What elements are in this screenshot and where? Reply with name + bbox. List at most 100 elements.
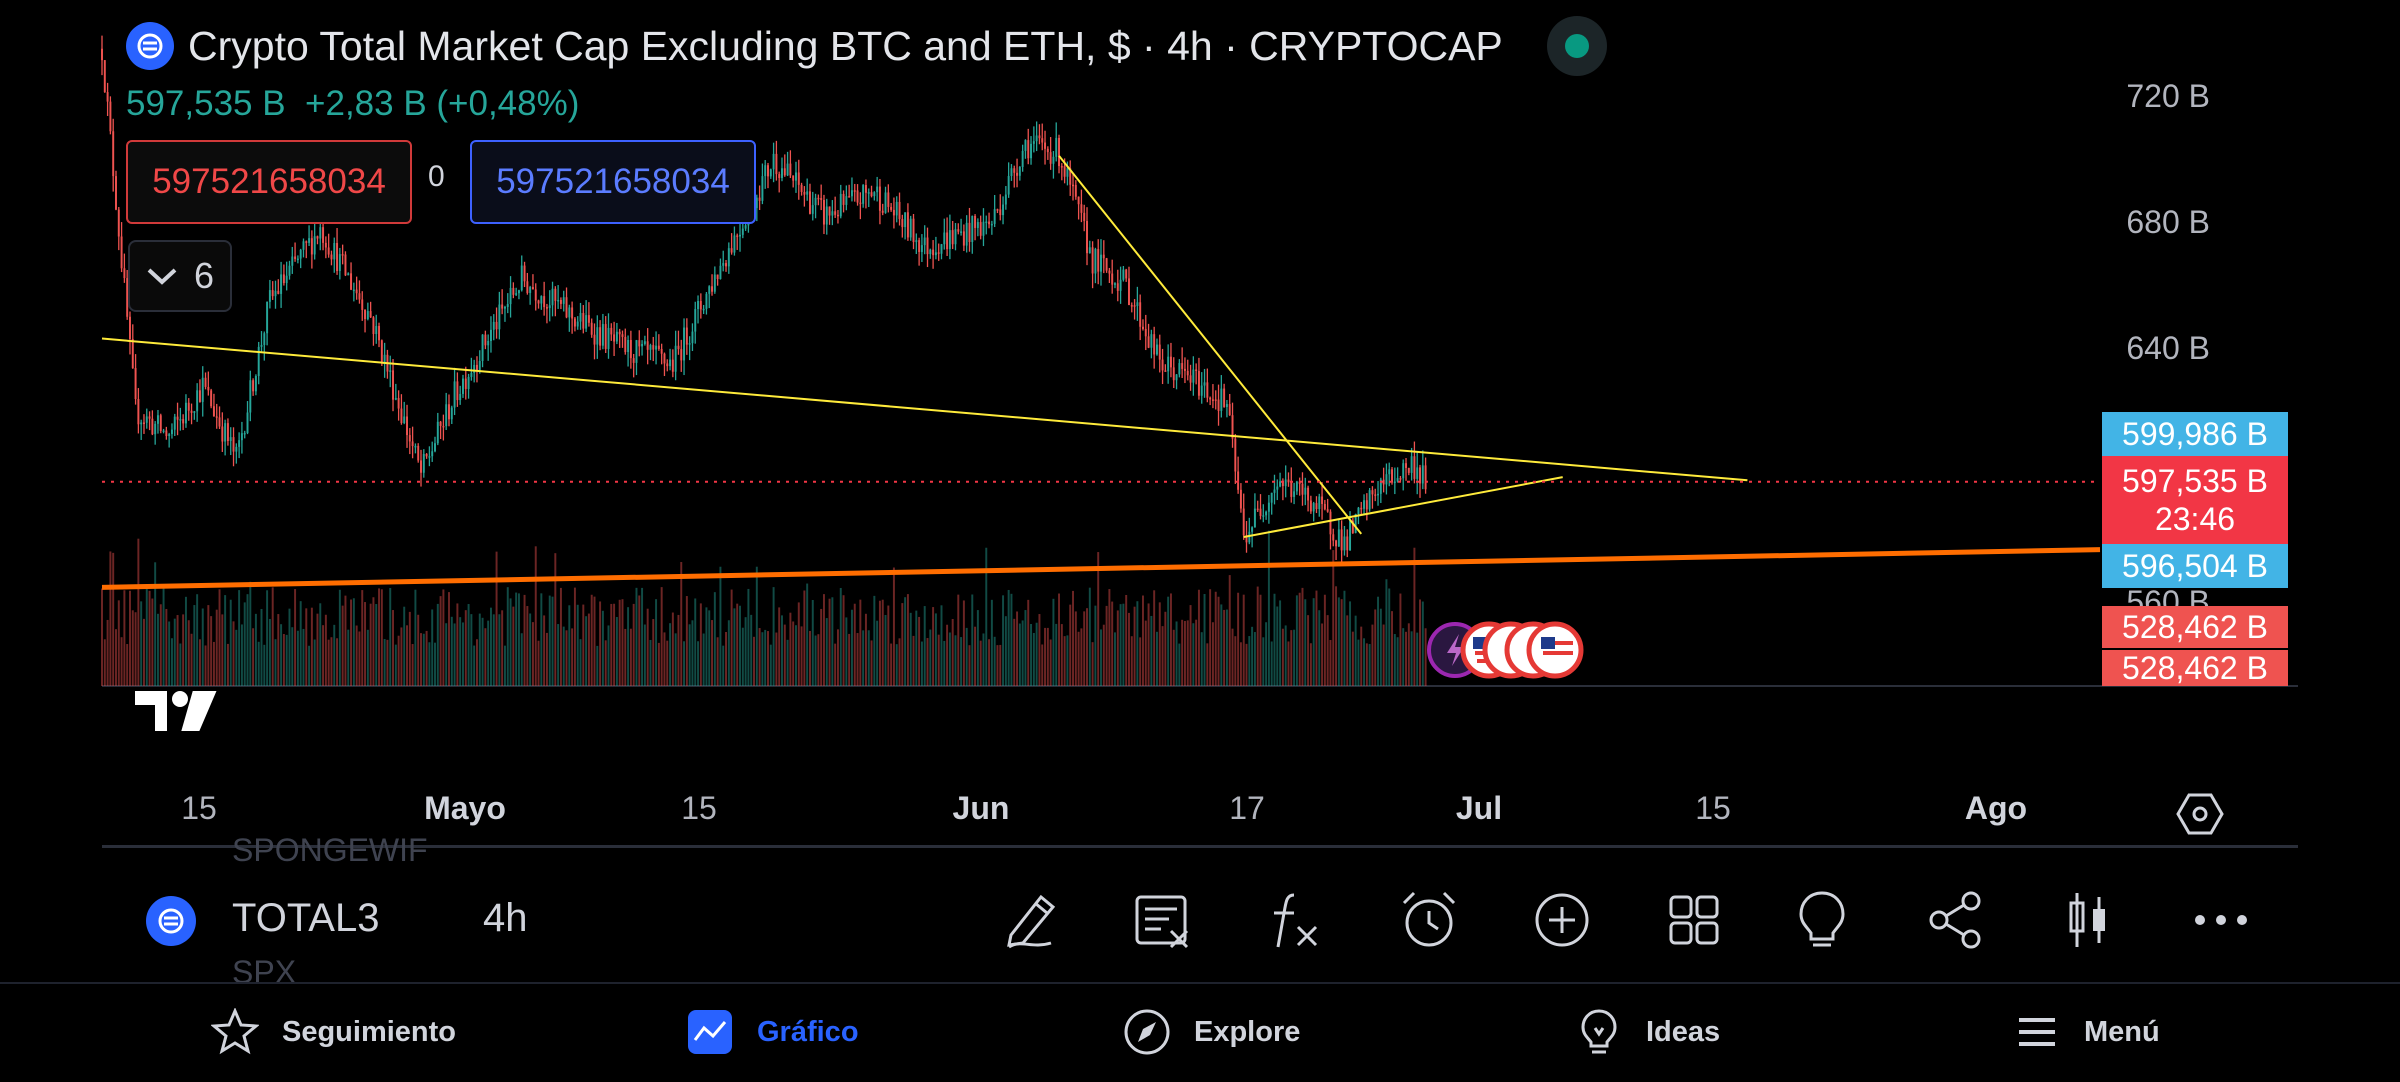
candle-body	[884, 192, 887, 213]
candle-body	[962, 231, 965, 246]
volume-bar	[820, 608, 823, 686]
candle-body	[834, 211, 837, 215]
candle-body	[1102, 254, 1105, 259]
indicators-fx-icon[interactable]	[1261, 886, 1329, 954]
drawings[interactable]	[101, 155, 2101, 590]
candle-body	[383, 354, 386, 363]
bottom-navigation: Seguimiento Gráfico Explore Ideas Menú	[0, 982, 2400, 1082]
chart-settings-icon[interactable]	[2176, 792, 2224, 836]
volume-bar	[1158, 602, 1161, 686]
nav-item-grafico[interactable]: Gráfico	[685, 984, 859, 1080]
candle-body	[904, 212, 907, 228]
candle-body	[1069, 168, 1072, 185]
volume-bar	[876, 620, 879, 686]
volume-bar	[697, 641, 700, 686]
volume-bar	[629, 628, 632, 686]
volume-bar	[229, 599, 232, 686]
support-line[interactable]	[101, 547, 2101, 590]
candle-body	[613, 334, 616, 342]
sell-button[interactable]: 597521658034	[126, 140, 412, 224]
volume-bar	[1234, 636, 1237, 686]
volume-bar	[1368, 644, 1371, 686]
symbol-header[interactable]: Crypto Total Market Cap Excluding BTC an…	[126, 16, 1607, 76]
candle-body	[1315, 503, 1318, 510]
event-markers[interactable]	[1427, 621, 1584, 679]
candle-body	[579, 313, 582, 322]
candle-body	[436, 421, 439, 444]
volume-bar	[1237, 592, 1240, 686]
candle-body	[744, 225, 747, 229]
candle-body	[688, 343, 691, 345]
candles-icon[interactable]	[2054, 886, 2122, 954]
interval-selector[interactable]: 4h	[483, 896, 528, 940]
candle-body	[971, 215, 974, 242]
volume-bar	[797, 602, 800, 686]
candle-body	[543, 296, 546, 308]
volume-bar	[1371, 624, 1374, 686]
nav-item-menu[interactable]: Menú	[2012, 984, 2160, 1080]
volume-bar	[543, 615, 546, 686]
candle-body	[330, 254, 333, 260]
volume-bar	[319, 603, 322, 686]
volume-bar	[708, 610, 711, 686]
candle-body	[403, 416, 406, 424]
alarm-clock-icon[interactable]	[1395, 886, 1463, 954]
text-note-icon[interactable]	[1128, 886, 1196, 954]
candle-body	[817, 197, 820, 200]
candle-body	[965, 222, 968, 246]
share-icon[interactable]	[1922, 886, 1990, 954]
volume-bar	[593, 596, 596, 686]
symbol-selector[interactable]: TOTAL3	[232, 896, 380, 940]
volume-bar	[733, 608, 736, 686]
volume-bar	[957, 594, 960, 686]
candle-body	[1018, 166, 1021, 176]
candle-body	[920, 245, 923, 252]
volume-bar	[775, 632, 778, 686]
compass-icon	[1122, 1007, 1172, 1057]
candle-body	[361, 299, 364, 310]
candle-body	[674, 345, 677, 372]
candle-body	[372, 317, 375, 334]
volume-bar	[943, 640, 946, 686]
candle-body	[159, 415, 162, 431]
volume-bar	[445, 623, 448, 686]
candle-body	[1393, 481, 1396, 484]
indicators-count: 6	[193, 255, 215, 296]
volume-bar	[934, 613, 937, 686]
volume-bar	[215, 609, 218, 686]
add-circle-icon[interactable]	[1528, 886, 1596, 954]
candle-body	[338, 254, 341, 272]
candle-body	[1329, 511, 1332, 535]
candle-body	[406, 416, 408, 436]
descending-trendline[interactable]	[101, 337, 1748, 482]
volume-bar	[448, 592, 450, 686]
candle-body	[165, 430, 168, 437]
volume-bar	[669, 623, 672, 686]
volume-bar	[755, 566, 758, 686]
volume-bar	[453, 623, 456, 686]
candle-body	[548, 305, 551, 309]
indicators-toggle-button[interactable]: 6	[128, 240, 232, 312]
ideas-bulb-icon[interactable]	[1788, 886, 1856, 954]
volume-bar	[389, 587, 392, 686]
symbol-logo-icon[interactable]	[146, 896, 196, 946]
candle-body	[912, 218, 915, 243]
layouts-grid-icon[interactable]	[1660, 886, 1728, 954]
nav-item-ideas[interactable]: Ideas	[1574, 984, 1720, 1080]
candle-body	[1374, 494, 1377, 496]
more-icon[interactable]	[2187, 886, 2255, 954]
candle-body	[243, 432, 246, 435]
rising-trendline[interactable]	[1243, 476, 1563, 538]
steep-trendline[interactable]	[1058, 155, 1363, 535]
candle-body	[725, 263, 728, 267]
nav-item-seguimiento[interactable]: Seguimiento	[210, 984, 456, 1080]
candle-body	[1013, 168, 1016, 173]
market-status-icon[interactable]	[1546, 16, 1607, 76]
pencil-icon[interactable]	[998, 886, 1066, 954]
volume-bar	[1293, 629, 1296, 686]
volume-bar	[520, 633, 523, 686]
volume-tag: 528,462 B	[2102, 606, 2288, 648]
buy-button[interactable]: 597521658034	[470, 140, 756, 224]
chart-canvas[interactable]	[0, 0, 2400, 850]
nav-item-explore[interactable]: Explore	[1122, 984, 1300, 1080]
